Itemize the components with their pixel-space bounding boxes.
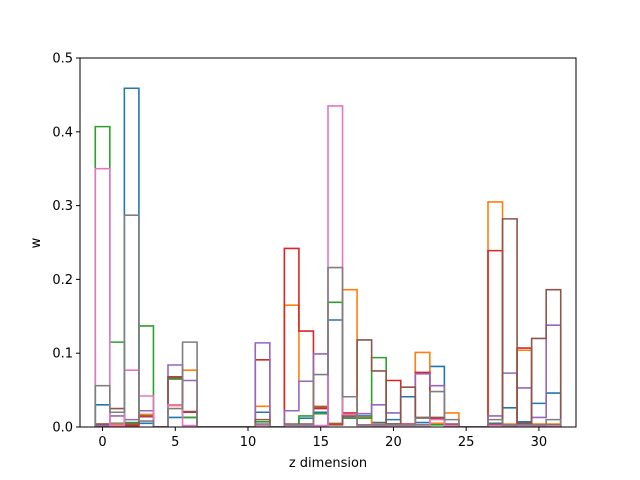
- y-tick-label: 0.3: [52, 199, 73, 214]
- x-axis-label: z dimension: [289, 456, 367, 471]
- series-line-6: [94, 105, 562, 427]
- series-line-5: [94, 218, 562, 427]
- x-tick-label: 10: [240, 435, 257, 450]
- plot-frame: [79, 57, 577, 428]
- y-tick-label: 0.2: [52, 273, 73, 288]
- y-tick-label: 0.1: [52, 347, 73, 362]
- x-tick-label: 0: [98, 435, 106, 450]
- x-tick-label: 15: [312, 435, 329, 450]
- x-tick-label: 20: [385, 435, 402, 450]
- y-axis-label: w: [29, 237, 44, 248]
- axes-layer: 0 5 10 15 20 25 30 0.0 0.1 0.2 0.3 0.4 0.5: [52, 52, 577, 450]
- y-tick-label: 0.4: [52, 125, 73, 140]
- y-tick-label: 0.5: [52, 52, 73, 67]
- series-layer: [94, 87, 562, 427]
- series-line-7: [94, 214, 562, 427]
- x-tick-label: 30: [531, 435, 548, 450]
- y-tick-label: 0.0: [52, 421, 73, 436]
- x-tick-label: 5: [171, 435, 179, 450]
- x-tick-label: 25: [458, 435, 475, 450]
